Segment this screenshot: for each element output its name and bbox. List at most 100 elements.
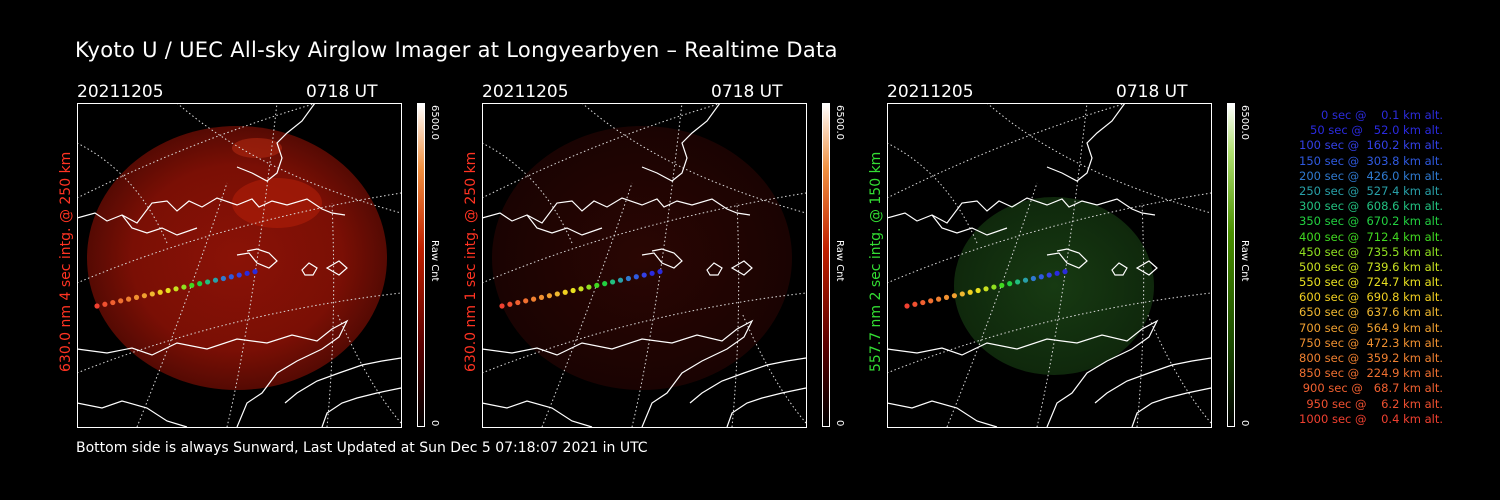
panel-time: 0718 UT: [1116, 82, 1188, 102]
camera-panel-1: 20211205 0718 UT 630.0 nm 4 sec intg. @ 25…: [58, 80, 497, 440]
trajectory-point: [244, 270, 250, 276]
legend-entry: 200 sec @ 426.0 km alt.: [1299, 168, 1443, 183]
colorbar-max: 6500.0: [834, 105, 845, 140]
trajectory-legend: 0 sec @ 0.1 km alt. 50 sec @ 52.0 km alt…: [1265, 108, 1443, 427]
trajectory-point: [220, 275, 226, 282]
colorbar-min: 0: [834, 420, 845, 427]
trajectory-point: [928, 298, 934, 304]
trajectory-point: [586, 284, 592, 290]
trajectory-point: [594, 282, 600, 288]
trajectory-point: [625, 275, 631, 282]
trajectory-point: [999, 282, 1005, 288]
legend-entry: 100 sec @ 160.2 km alt.: [1299, 138, 1443, 153]
trajectory-point: [149, 291, 155, 297]
trajectory-point: [983, 286, 989, 292]
colorbar-min: 0: [1239, 420, 1250, 427]
legend-entry: 0 sec @ 0.1 km alt.: [1313, 108, 1443, 122]
legend-entry: 650 sec @ 637.6 km alt.: [1299, 305, 1443, 320]
legend-entry: 550 sec @ 724.7 km alt.: [1299, 275, 1443, 290]
trajectory-point: [165, 287, 171, 294]
trajectory-point: [1054, 270, 1060, 276]
trajectory-point: [554, 291, 560, 297]
page-title: Kyoto U / UEC All-sky Airglow Imager at …: [75, 38, 838, 62]
legend-entry: 600 sec @ 690.8 km alt.: [1299, 290, 1443, 305]
footer-note: Bottom side is always Sunward, Last Upda…: [76, 440, 648, 456]
trajectory-point: [602, 281, 608, 287]
colorbar-unit: Raw Cnt: [1239, 240, 1250, 282]
trajectory-point: [1022, 277, 1029, 283]
trajectory-point: [912, 301, 918, 307]
trajectory-point: [94, 303, 100, 309]
trajectory-point: [173, 286, 179, 292]
trajectory-point: [197, 281, 203, 287]
panel-side-label: 557.7 nm 2 sec intg. @ 150 km: [868, 151, 884, 372]
trajectory-point: [189, 282, 195, 288]
trajectory-point: [133, 294, 140, 300]
trajectory-point: [499, 303, 505, 309]
legend-entry: 750 sec @ 472.3 km alt.: [1299, 335, 1443, 350]
trajectory-point: [649, 270, 655, 276]
legend-entry: 700 sec @ 564.9 km alt.: [1299, 320, 1443, 335]
panel-date: 20211205: [77, 82, 164, 102]
allsky-image: [77, 103, 402, 428]
trajectory-point: [236, 272, 242, 278]
trajectory-point: [610, 279, 616, 285]
legend-entry: 950 sec @ 6.2 km alt.: [1306, 396, 1443, 411]
panel-time: 0718 UT: [306, 82, 378, 102]
camera-panel-2: 20211205 0718 UT 630.0 nm 1 sec intg. @ 25…: [463, 80, 902, 440]
trajectory-point: [1015, 279, 1021, 285]
trajectory-point: [515, 299, 521, 306]
legend-entry: 350 sec @ 670.2 km alt.: [1299, 214, 1443, 229]
trajectory-point: [904, 303, 910, 309]
trajectory-point: [1038, 274, 1044, 280]
legend-entry: 300 sec @ 608.6 km alt.: [1299, 199, 1443, 214]
legend-entry: 800 sec @ 359.2 km alt.: [1299, 351, 1443, 365]
trajectory-point: [141, 293, 147, 299]
trajectory-point: [943, 294, 950, 300]
trajectory-point: [967, 289, 973, 295]
trajectory-point: [110, 299, 116, 306]
trajectory-point: [181, 284, 187, 290]
legend-entry: 900 sec @ 68.7 km alt.: [1302, 381, 1443, 396]
trajectory-point: [578, 286, 584, 292]
trajectory-point: [920, 299, 926, 306]
trajectory-point: [228, 274, 234, 280]
colorbar-min: 0: [429, 420, 440, 427]
legend-entry: 400 sec @ 712.4 km alt.: [1299, 229, 1443, 244]
panel-date: 20211205: [482, 82, 569, 102]
trajectory-point: [936, 296, 942, 302]
colorbar-unit: Raw Cnt: [429, 240, 440, 282]
trajectory-point: [126, 296, 132, 302]
legend-entry: 50 sec @ 52.0 km alt.: [1306, 123, 1443, 138]
trajectory-point: [641, 272, 647, 278]
colorbar: [417, 103, 425, 427]
trajectory-point: [205, 279, 211, 285]
trajectory-point: [959, 291, 965, 297]
trajectory-point: [1030, 275, 1036, 282]
colorbar-max: 6500.0: [1239, 105, 1250, 140]
trajectory-point: [570, 287, 576, 294]
legend-entry: 150 sec @ 303.8 km alt.: [1299, 153, 1443, 168]
legend-entry: 850 sec @ 224.9 km alt.: [1299, 366, 1443, 381]
panel-time: 0718 UT: [711, 82, 783, 102]
colorbar-unit: Raw Cnt: [834, 240, 845, 282]
allsky-image: [887, 103, 1212, 428]
trajectory-point: [991, 284, 997, 290]
trajectory-point: [562, 289, 568, 295]
allsky-image: [482, 103, 807, 428]
panel-side-label: 630.0 nm 4 sec intg. @ 250 km: [58, 151, 74, 372]
colorbar: [1227, 103, 1235, 427]
trajectory-point: [1062, 269, 1068, 275]
trajectory-point: [633, 274, 639, 280]
camera-panel-3: 20211205 0718 UT 557.7 nm 2 sec intg. @ 15…: [868, 80, 1307, 440]
legend-entry: 450 sec @ 735.5 km alt.: [1299, 244, 1443, 259]
legend-entry: 250 sec @ 527.4 km alt.: [1299, 183, 1443, 198]
trajectory-point: [1046, 272, 1052, 278]
trajectory-point: [102, 301, 108, 307]
trajectory-point: [252, 269, 258, 275]
trajectory-point: [975, 287, 981, 294]
legend-entry: 1000 sec @ 0.4 km alt.: [1299, 411, 1443, 426]
panel-side-label: 630.0 nm 1 sec intg. @ 250 km: [463, 151, 479, 372]
colorbar: [822, 103, 830, 427]
trajectory-point: [212, 277, 219, 283]
